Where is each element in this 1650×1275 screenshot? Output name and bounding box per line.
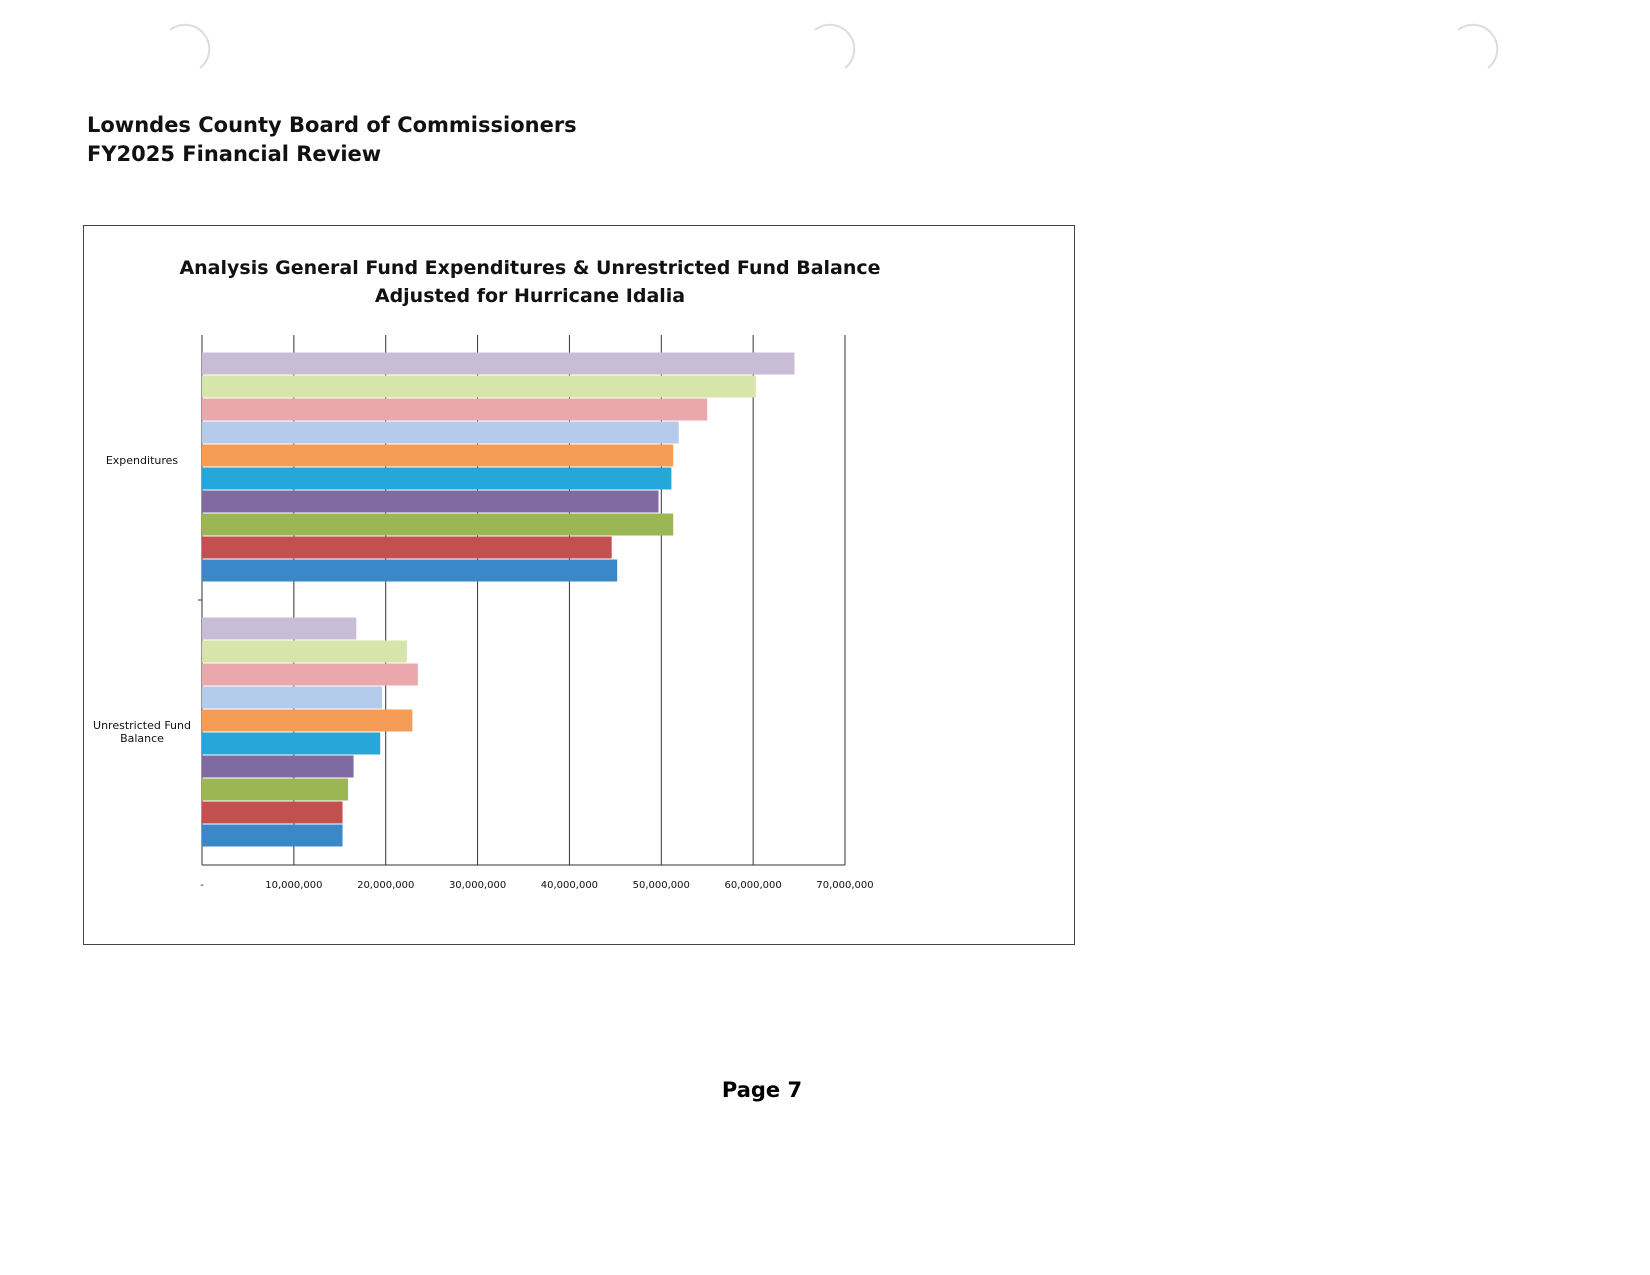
bar [202,490,659,513]
bar [202,755,354,778]
bar [202,686,383,709]
bar [202,421,679,444]
punch-hole [169,23,211,69]
bar [202,536,612,559]
bar [202,398,708,421]
chart-frame [83,225,1075,945]
bar [202,778,349,801]
bar [202,375,756,398]
header-title: Lowndes County Board of Commissioners [87,113,577,137]
punch-hole [1457,23,1499,69]
x-tick-label: 70,000,000 [816,880,873,891]
bar [202,663,418,686]
bar [202,352,795,375]
bar [202,709,413,732]
x-tick-label: 20,000,000 [357,880,414,891]
header-subtitle: FY2025 Financial Review [87,142,382,166]
bar [202,467,672,490]
bar [202,732,381,755]
x-tick-label: 10,000,000 [265,880,322,891]
y-tick-label: Unrestricted Fund Balance [93,718,191,745]
chart-title: Analysis General Fund Expenditures & Unr… [179,257,881,307]
bar [202,801,343,824]
page-number: Page 7 [721,1078,803,1102]
bar [202,513,674,536]
x-tick-label: 50,000,000 [633,880,690,891]
y-tick-label: Expenditures [105,453,179,467]
x-tick-label: 40,000,000 [541,880,598,891]
x-tick-label: 60,000,000 [725,880,782,891]
punch-hole [814,23,856,69]
x-tick-label: 30,000,000 [449,880,506,891]
bar [202,444,674,467]
x-tick-label: - [200,880,204,891]
bar [202,617,357,640]
bar [202,559,618,582]
bar [202,640,407,663]
bar [202,824,343,847]
